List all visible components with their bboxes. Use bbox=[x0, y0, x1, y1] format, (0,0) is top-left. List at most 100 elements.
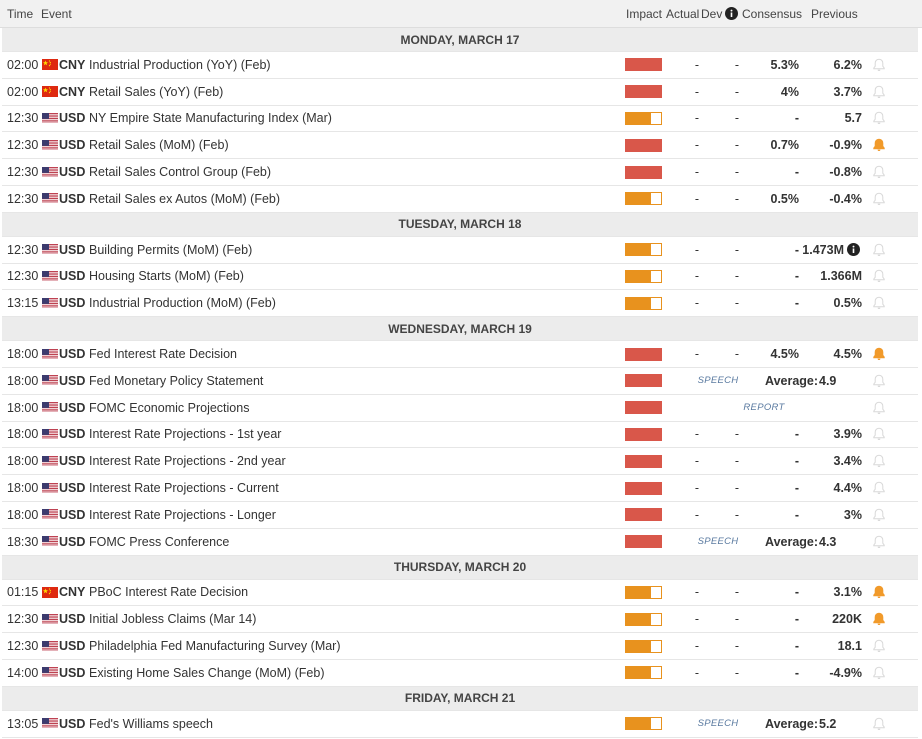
previous-value: 4.5% bbox=[833, 347, 863, 362]
day-row: MONDAY, MARCH 17 bbox=[2, 28, 918, 52]
event-name[interactable]: Housing Starts (MoM) (Feb) bbox=[89, 269, 244, 284]
flag bbox=[42, 660, 58, 686]
alert-bell[interactable] bbox=[872, 481, 886, 495]
day-row: THURSDAY, MARCH 20 bbox=[2, 555, 918, 580]
alert[interactable] bbox=[872, 52, 886, 78]
alert-bell[interactable] bbox=[872, 85, 886, 99]
alert[interactable] bbox=[872, 580, 886, 606]
flag-usa bbox=[42, 297, 58, 309]
event-time: 18:00 bbox=[7, 481, 39, 496]
previous-value: -4.9% bbox=[829, 665, 862, 680]
event-name[interactable]: Interest Rate Projections - Longer bbox=[89, 507, 276, 522]
event-name[interactable]: Industrial Production (YoY) (Feb) bbox=[89, 57, 271, 72]
event-name[interactable]: Interest Rate Projections - Current bbox=[89, 481, 279, 496]
event-name[interactable]: Philadelphia Fed Manufacturing Survey (M… bbox=[89, 639, 341, 654]
alert[interactable] bbox=[872, 448, 886, 474]
alert[interactable] bbox=[872, 368, 886, 394]
event-name[interactable]: Initial Jobless Claims (Mar 14) bbox=[89, 612, 257, 627]
previous-value: 3% bbox=[843, 507, 862, 522]
alert-bell-active[interactable] bbox=[872, 612, 886, 626]
alert[interactable] bbox=[872, 132, 886, 158]
event-name[interactable]: Retail Sales (MoM) (Feb) bbox=[89, 138, 229, 153]
alert-bell[interactable] bbox=[872, 401, 886, 415]
alert[interactable] bbox=[872, 660, 886, 686]
alert[interactable] bbox=[872, 106, 886, 132]
event-name[interactable]: Retail Sales ex Autos (MoM) (Feb) bbox=[89, 191, 281, 206]
alert[interactable] bbox=[872, 341, 886, 367]
alert-bell[interactable] bbox=[872, 165, 886, 179]
impact-medium bbox=[625, 111, 662, 125]
alert-bell[interactable] bbox=[872, 296, 886, 310]
impact bbox=[625, 711, 662, 737]
event-name[interactable]: FOMC Economic Projections bbox=[89, 400, 250, 415]
currency: USD bbox=[59, 347, 86, 362]
column-header-text: Actual bbox=[666, 6, 700, 21]
event-tag: SPEECH bbox=[697, 718, 739, 730]
alert[interactable] bbox=[872, 264, 886, 290]
alert[interactable] bbox=[872, 237, 886, 263]
event-name[interactable]: Fed Monetary Policy Statement bbox=[89, 373, 264, 388]
alert-bell[interactable] bbox=[872, 243, 886, 257]
alert-bell[interactable] bbox=[872, 374, 886, 388]
currency: USD bbox=[59, 507, 86, 522]
impact-medium bbox=[625, 612, 662, 626]
alert[interactable] bbox=[872, 529, 886, 555]
event-time: 12:30 bbox=[7, 242, 39, 257]
impact bbox=[625, 106, 662, 132]
event-row: 18:00 USD Interest Rate Projections - 2nd … bbox=[2, 448, 918, 476]
alert[interactable] bbox=[872, 711, 886, 737]
alert-bell[interactable] bbox=[872, 639, 886, 653]
event-name[interactable]: FOMC Press Conference bbox=[89, 534, 230, 549]
alert-bell-active[interactable] bbox=[872, 347, 886, 361]
alert-bell[interactable] bbox=[872, 58, 886, 72]
previous: 3.7% bbox=[834, 79, 863, 105]
alert-bell[interactable] bbox=[872, 269, 886, 283]
column-header-text: Consensus bbox=[742, 6, 803, 21]
dev: - bbox=[734, 665, 740, 680]
actual: - bbox=[694, 191, 700, 206]
alert-bell[interactable] bbox=[872, 454, 886, 468]
event-name[interactable]: Retail Sales (YoY) (Feb) bbox=[89, 84, 224, 99]
event-row: 02:00 CNY Industrial Production (YoY) (Feb… bbox=[2, 52, 918, 79]
alert-bell-active[interactable] bbox=[872, 585, 886, 599]
actual: - bbox=[694, 639, 700, 654]
dev: - bbox=[734, 612, 740, 627]
alert-bell[interactable] bbox=[872, 535, 886, 549]
alert[interactable] bbox=[872, 422, 886, 448]
alert-bell[interactable] bbox=[872, 111, 886, 125]
alert[interactable] bbox=[872, 290, 886, 316]
event-name[interactable]: PBoC Interest Rate Decision bbox=[89, 585, 249, 600]
event-name[interactable]: Interest Rate Projections - 1st year bbox=[89, 427, 282, 442]
alert-bell-active[interactable] bbox=[872, 138, 886, 152]
alert-bell[interactable] bbox=[872, 666, 886, 680]
alert-bell[interactable] bbox=[872, 508, 886, 522]
flag bbox=[42, 341, 58, 367]
impact bbox=[625, 52, 662, 78]
alert[interactable] bbox=[872, 475, 886, 501]
event-name[interactable]: Fed's Williams speech bbox=[89, 716, 213, 731]
alert[interactable] bbox=[872, 502, 886, 528]
event-name[interactable]: Interest Rate Projections - 2nd year bbox=[89, 454, 286, 469]
alert[interactable] bbox=[872, 633, 886, 659]
event-name[interactable]: Fed Interest Rate Decision bbox=[89, 347, 237, 362]
event-name[interactable]: Industrial Production (MoM) (Feb) bbox=[89, 296, 276, 311]
impact bbox=[625, 606, 662, 632]
event-row: 01:15 CNY PBoC Interest Rate Decision - - - 3.… bbox=[2, 580, 918, 607]
event-name[interactable]: NY Empire State Manufacturing Index (Mar… bbox=[89, 111, 332, 126]
alert-bell[interactable] bbox=[872, 427, 886, 441]
event-name[interactable]: Retail Sales Control Group (Feb) bbox=[89, 165, 272, 180]
alert[interactable] bbox=[872, 606, 886, 632]
alert-bell[interactable] bbox=[872, 717, 886, 731]
alert[interactable] bbox=[872, 159, 886, 185]
consensus: - bbox=[794, 665, 799, 680]
event-name[interactable]: Building Permits (MoM) (Feb) bbox=[89, 242, 253, 257]
alert[interactable] bbox=[872, 79, 886, 105]
flag bbox=[42, 395, 58, 421]
average-value: 4.3 bbox=[819, 534, 837, 549]
alert[interactable] bbox=[872, 395, 886, 421]
event-name[interactable]: Existing Home Sales Change (MoM) (Feb) bbox=[89, 665, 325, 680]
alert-bell[interactable] bbox=[872, 192, 886, 206]
alert[interactable] bbox=[872, 186, 886, 212]
event-row: 14:00 USD Existing Home Sales Change (MoM)… bbox=[2, 660, 918, 687]
consensus: - bbox=[794, 296, 799, 311]
